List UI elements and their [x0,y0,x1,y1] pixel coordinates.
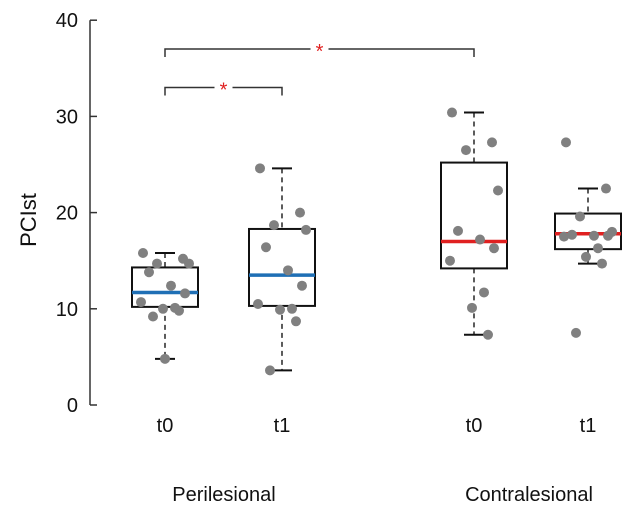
data-point [493,185,503,196]
data-point [287,303,297,314]
boxes [131,107,622,376]
data-point [581,251,591,262]
data-point [589,230,599,241]
data-point [144,267,154,278]
y-tick-label: 40 [56,10,78,32]
data-point [261,242,271,253]
data-point [148,311,158,322]
data-point [447,107,457,118]
data-point [487,137,497,148]
box-rect [248,227,316,307]
axes: 0 10 20 30 40 PCIst [16,10,97,417]
data-point [597,258,607,269]
data-point [571,327,581,338]
y-tick-label: 20 [56,203,78,225]
data-point [561,137,571,148]
data-point [152,258,162,269]
data-point [479,287,489,298]
box-contralesional-t0 [440,107,508,340]
data-point [475,234,485,245]
data-point [445,255,455,266]
box-perilesional-t0 [131,248,199,364]
box-perilesional-t1 [248,163,316,376]
data-point [467,302,477,313]
x-tick-label: t1 [580,415,597,437]
data-point [567,229,577,240]
significance-star: * [316,41,324,63]
box-rect [554,212,622,251]
data-point [269,220,279,231]
significance-star: * [220,80,228,102]
y-axis-label: PCIst [16,193,41,247]
significance-bracket: * [164,41,475,63]
data-point [275,304,285,315]
labels: t0 t1 t0 t1 Perilesional Contralesional [157,415,597,506]
data-point [174,305,184,316]
data-point [166,280,176,291]
group-label-contralesional: Contralesional [465,484,593,506]
data-point [601,183,611,194]
data-point [301,224,311,235]
x-tick-label: t0 [157,415,174,437]
data-point [184,258,194,269]
data-point [291,316,301,327]
data-point [489,243,499,254]
significance-brackets: ** [164,41,475,102]
data-point [136,297,146,308]
data-point [283,265,293,276]
data-point [138,248,148,259]
data-point [483,329,493,340]
group-label-perilesional: Perilesional [172,484,275,506]
y-tick-label: 10 [56,299,78,321]
data-point [265,365,275,376]
data-point [255,163,265,174]
significance-bracket: * [164,79,283,102]
data-point [295,207,305,218]
data-point [593,243,603,254]
data-point [461,145,471,156]
data-point [559,231,569,242]
bracket-gap [214,79,233,96]
data-point [253,298,263,309]
bracket-gap [310,41,329,58]
y-tick-label: 0 [67,395,78,417]
data-point [160,353,170,364]
data-point [603,230,613,241]
x-tick-label: t1 [274,415,291,437]
data-point [180,288,190,299]
y-tick-label: 30 [56,106,78,128]
box-rect [440,161,508,270]
data-point [453,225,463,236]
data-point [297,280,307,291]
box-contralesional-t1 [554,137,622,338]
x-tick-label: t0 [466,415,483,437]
data-point [158,303,168,314]
data-point [575,211,585,222]
